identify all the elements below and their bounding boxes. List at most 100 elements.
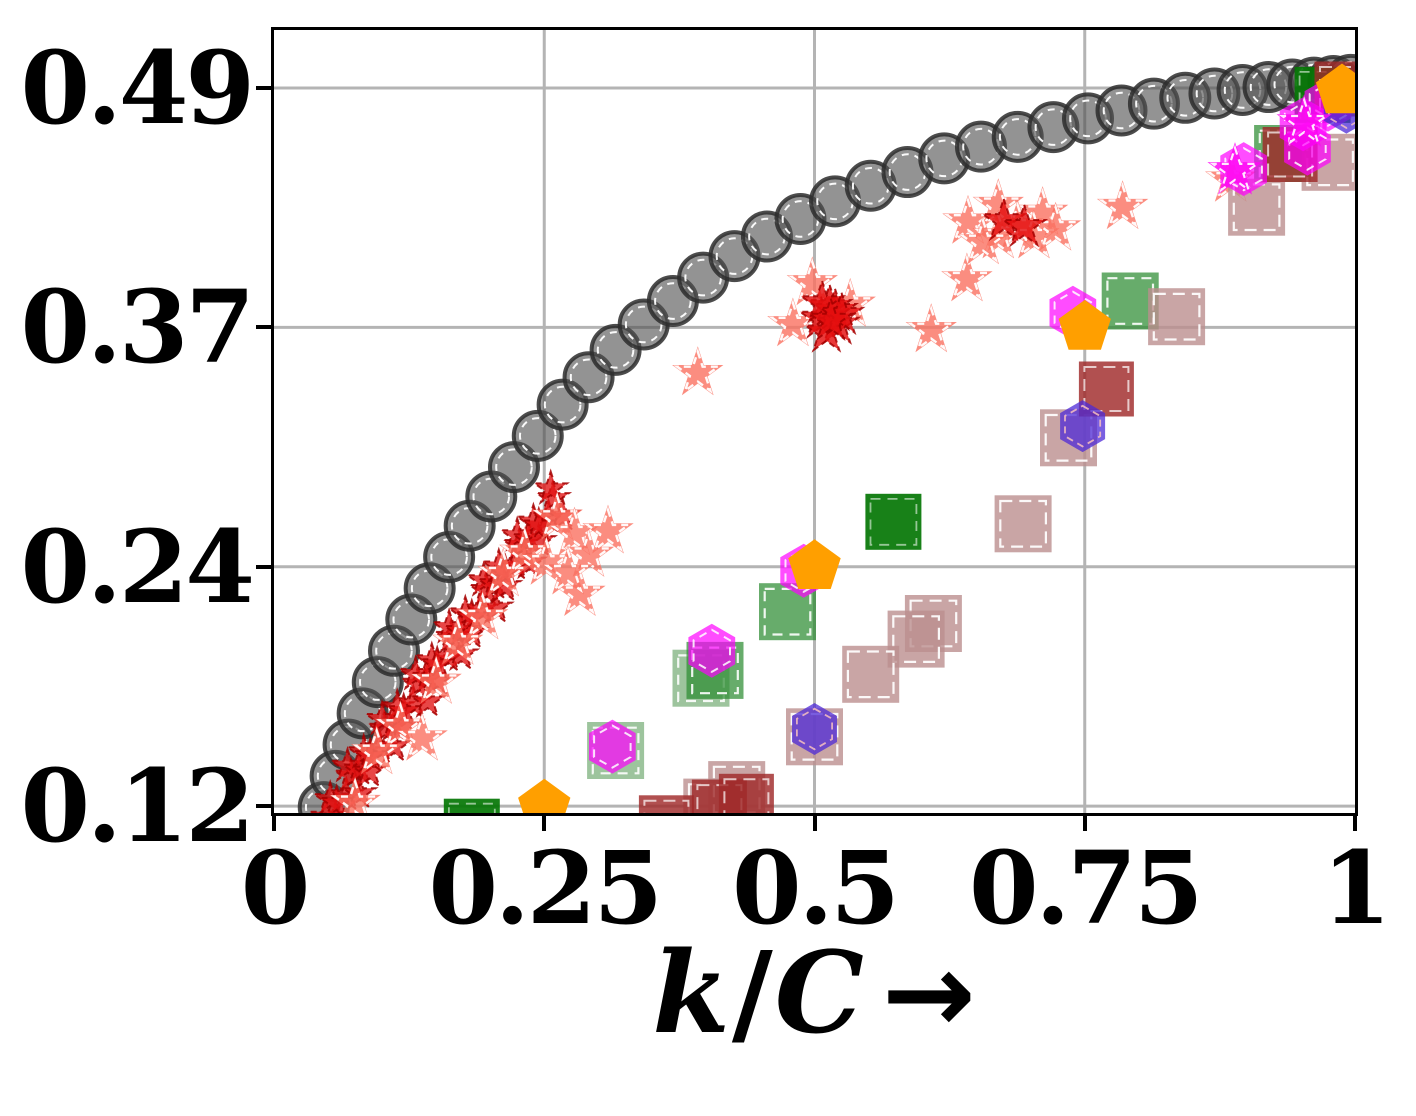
salmon-stars-marker-edge (543, 547, 593, 594)
x-tick-mark (1353, 816, 1357, 831)
plot-area (271, 27, 1358, 816)
magenta-hexagons-marker-edge (593, 724, 632, 769)
salmon-stars-marker (432, 616, 484, 665)
red-cluster-stars-marker (1000, 201, 1049, 248)
magenta-stars-marker-edge (1209, 144, 1261, 193)
series-magenta-stars (1207, 94, 1332, 195)
x-tick-mark (812, 816, 817, 831)
salmon-stars-marker (957, 215, 1009, 265)
red-cluster-stars-marker (806, 295, 855, 342)
green-dark-squares-marker (865, 493, 922, 550)
orange-pentagons-marker (1058, 299, 1111, 350)
x-axis-label-C: C (774, 928, 864, 1059)
salmon-stars-marker-edge (500, 527, 549, 574)
salmon-stars-marker (351, 725, 403, 775)
series-orange-pentagons (518, 63, 1355, 813)
orange-pentagons-marker (1315, 63, 1355, 114)
salmon-stars-marker (582, 504, 634, 554)
x-tick-mark (272, 816, 276, 831)
salmon-stars-marker-edge (330, 777, 380, 813)
salmon-stars-marker-edge (433, 617, 483, 664)
salmon-stars-marker-edge (458, 592, 507, 639)
salmon-stars-marker-edge (411, 656, 461, 703)
salmon-stars-marker-edge (1031, 203, 1080, 250)
salmon-stars-marker (520, 535, 573, 585)
salmon-stars-marker (374, 700, 427, 749)
magenta-stars-marker (1276, 94, 1332, 147)
salmon-stars-marker (329, 776, 381, 813)
chart-svg (274, 30, 1355, 813)
darkred-squares-marker (638, 795, 694, 813)
x-tick-label-0.75: 0.75 (968, 829, 1204, 947)
darkred-squares-marker (718, 773, 774, 813)
salmon-stars-marker (941, 252, 993, 302)
darkred-squares-marker-edge (723, 778, 770, 813)
salmon-stars-marker (531, 490, 583, 540)
salmon-stars-marker-edge (376, 701, 425, 748)
gray-circles-marker-edge (495, 448, 533, 486)
salmon-stars-marker-edge (583, 506, 633, 553)
salmon-stars-marker (410, 655, 462, 704)
rosybrown-squares-marker (842, 645, 900, 703)
x-tick-mark (1082, 816, 1087, 831)
salmon-stars-marker-edge (522, 537, 571, 584)
salmon-stars-marker (1029, 201, 1082, 251)
rosybrown-squares-marker (994, 495, 1052, 553)
salmon-stars-marker-edge (943, 196, 993, 243)
salmon-stars-marker (767, 297, 819, 347)
magenta-stars-marker (1207, 142, 1263, 195)
x-tick-label-0: 0 (240, 829, 311, 947)
rosybrown-squares-marker-edge (999, 499, 1047, 548)
salmon-stars-marker (542, 545, 594, 595)
salmon-stars-marker (1016, 186, 1069, 235)
salmon-stars-marker (396, 711, 448, 761)
y-tick-mark (256, 86, 272, 91)
magenta-hexagons-marker-edge (1288, 126, 1327, 171)
salmon-stars-marker (824, 277, 876, 327)
gray-circles-marker-edge (684, 258, 722, 297)
red-cluster-stars-marker (817, 289, 866, 336)
salmon-stars-marker (457, 590, 509, 640)
darkred-squares-marker-edge (1083, 366, 1130, 412)
green-dark-squares-marker-edge (447, 802, 496, 813)
red-streak-stars-marker (349, 751, 389, 789)
red-cluster-stars-marker (798, 277, 847, 324)
gray-circles-marker-edge (624, 305, 663, 344)
salmon-stars-marker (942, 194, 994, 244)
magenta-stars-marker-edge (1278, 96, 1330, 145)
green-dark-squares-marker-edge (869, 497, 918, 546)
magenta-hexagons-marker-edge (692, 628, 731, 674)
salmon-stars-marker-edge (958, 216, 1008, 264)
x-tick-mark (542, 816, 547, 831)
red-cluster-stars-marker (979, 195, 1028, 242)
gray-circles-marker-edge (518, 417, 557, 455)
salmon-stars-marker-edge (555, 568, 605, 615)
orange-pentagons-marker (518, 778, 571, 813)
salmon-stars-marker-edge (673, 347, 723, 394)
salmon-stars-marker (548, 506, 601, 556)
magenta-hexagons-marker-edge (1224, 146, 1263, 192)
salmon-stars-marker-edge (352, 726, 401, 774)
salmon-stars-marker (905, 303, 957, 353)
salmon-stars-marker (499, 526, 551, 575)
x-axis-label-slash: / (731, 928, 773, 1059)
y-tick-label-0.12: 0.12 (20, 747, 255, 866)
x-tick-label-0.5: 0.5 (732, 829, 900, 947)
x-tick-label-1: 1 (1321, 829, 1392, 947)
y-tick-mark (256, 325, 272, 330)
darkred-squares-marker-edge (643, 799, 690, 813)
salmon-stars-marker (786, 256, 838, 306)
x-axis-label: k/C → (464, 928, 1164, 1059)
gray-circles-marker-edge (654, 282, 692, 320)
salmon-stars-marker-edge (906, 304, 956, 351)
rosybrown-squares-marker-edge (892, 615, 940, 663)
x-axis-label-k: k (652, 928, 730, 1059)
y-tick-label-0.37: 0.37 (20, 268, 255, 387)
green-medium-squares-marker-edge (763, 587, 812, 636)
salmon-stars-marker-edge (564, 529, 613, 576)
blue-hexagons-marker-edge (796, 707, 833, 751)
y-tick-mark (256, 804, 272, 809)
salmon-stars-marker (972, 178, 1024, 228)
series-gray-circles (297, 53, 1355, 813)
